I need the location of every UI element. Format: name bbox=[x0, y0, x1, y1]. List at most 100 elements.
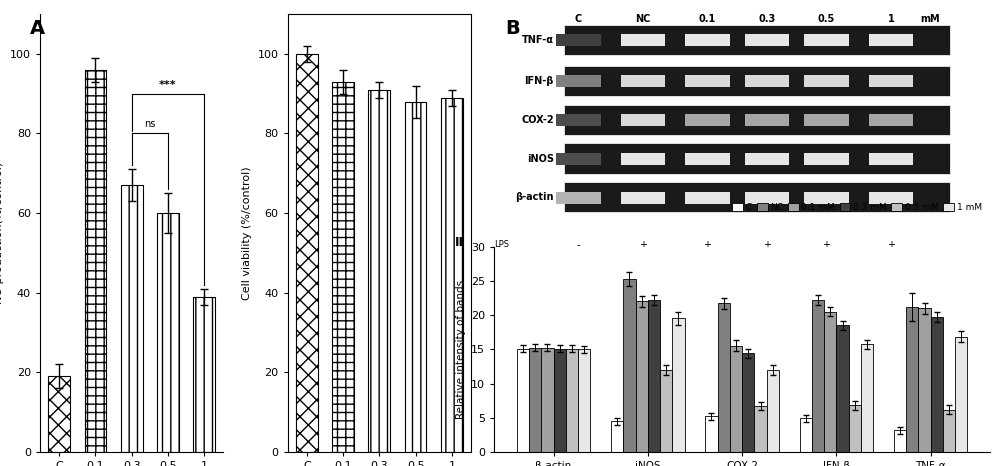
Text: β-actin: β-actin bbox=[515, 192, 554, 202]
Bar bbox=[745, 75, 789, 87]
Bar bbox=[48, 377, 70, 452]
Text: 0.5: 0.5 bbox=[818, 14, 835, 24]
Bar bbox=[742, 353, 754, 452]
Bar bbox=[705, 417, 718, 452]
Bar bbox=[804, 34, 849, 46]
Bar bbox=[564, 144, 950, 174]
Bar bbox=[157, 213, 179, 452]
Bar bbox=[718, 303, 730, 452]
Y-axis label: Cell viability (%/control): Cell viability (%/control) bbox=[242, 166, 252, 300]
Bar bbox=[685, 153, 730, 165]
Bar bbox=[804, 153, 849, 165]
Text: C: C bbox=[575, 14, 582, 24]
Bar bbox=[621, 34, 665, 46]
Bar bbox=[767, 370, 779, 452]
Bar bbox=[754, 406, 767, 452]
Bar bbox=[869, 75, 913, 87]
Bar bbox=[730, 346, 742, 452]
Bar bbox=[121, 185, 143, 452]
Bar bbox=[529, 348, 541, 452]
Text: B: B bbox=[505, 19, 520, 38]
Bar bbox=[685, 75, 730, 87]
Text: LPS
(100 ng/ml): LPS (100 ng/ml) bbox=[494, 240, 543, 260]
Bar bbox=[578, 350, 590, 452]
Bar bbox=[441, 97, 463, 452]
Bar bbox=[621, 192, 665, 204]
Bar bbox=[611, 421, 623, 452]
Bar bbox=[405, 102, 426, 452]
Bar bbox=[621, 75, 665, 87]
Bar bbox=[556, 75, 601, 87]
Bar bbox=[554, 349, 566, 452]
Bar bbox=[800, 418, 812, 452]
Bar bbox=[556, 114, 601, 126]
Bar bbox=[894, 430, 906, 452]
Bar bbox=[906, 307, 918, 452]
Bar bbox=[931, 317, 943, 452]
Bar bbox=[685, 34, 730, 46]
Bar bbox=[824, 312, 836, 452]
Bar bbox=[869, 114, 913, 126]
Text: +: + bbox=[822, 240, 830, 251]
Bar bbox=[564, 104, 950, 135]
Bar bbox=[623, 279, 636, 452]
Bar bbox=[745, 34, 789, 46]
Bar bbox=[564, 25, 950, 55]
Bar bbox=[660, 370, 672, 452]
Text: COX-2: COX-2 bbox=[521, 115, 554, 125]
Bar bbox=[869, 34, 913, 46]
Text: mM: mM bbox=[921, 14, 940, 24]
Bar bbox=[556, 34, 601, 46]
Text: I: I bbox=[514, 21, 519, 34]
Bar bbox=[804, 75, 849, 87]
Bar bbox=[556, 192, 601, 204]
Text: ns: ns bbox=[144, 119, 156, 130]
Text: iNOS: iNOS bbox=[527, 153, 554, 164]
Bar bbox=[672, 318, 685, 452]
Y-axis label: NO production(%/control): NO production(%/control) bbox=[0, 162, 4, 304]
Bar bbox=[685, 114, 730, 126]
Bar bbox=[566, 349, 578, 452]
Text: -: - bbox=[577, 240, 580, 251]
Legend: C, NC, 0.1 mM, 0.3 mM, 0.5 mM, 1 mM: C, NC, 0.1 mM, 0.3 mM, 0.5 mM, 1 mM bbox=[729, 200, 985, 216]
Bar bbox=[861, 344, 873, 452]
Bar bbox=[943, 410, 955, 452]
Bar bbox=[804, 192, 849, 204]
Text: II: II bbox=[455, 236, 464, 249]
Bar bbox=[804, 114, 849, 126]
Bar bbox=[869, 192, 913, 204]
Bar bbox=[517, 349, 529, 452]
Text: NC: NC bbox=[635, 14, 651, 24]
Bar bbox=[564, 182, 950, 212]
Bar bbox=[332, 82, 354, 452]
Bar bbox=[541, 348, 554, 452]
Text: A: A bbox=[30, 19, 45, 38]
Text: 1: 1 bbox=[887, 14, 894, 24]
Bar bbox=[85, 70, 106, 452]
Bar bbox=[812, 300, 824, 452]
Text: IFN-β: IFN-β bbox=[524, 76, 554, 86]
Bar bbox=[621, 153, 665, 165]
Bar bbox=[636, 302, 648, 452]
Bar bbox=[564, 66, 950, 96]
Bar bbox=[955, 337, 967, 452]
Bar bbox=[296, 54, 318, 452]
Text: 0.3: 0.3 bbox=[758, 14, 776, 24]
Bar bbox=[836, 325, 849, 452]
Text: TNF-α: TNF-α bbox=[522, 35, 554, 45]
Bar bbox=[849, 405, 861, 452]
Bar bbox=[745, 153, 789, 165]
Bar bbox=[745, 114, 789, 126]
Text: +: + bbox=[639, 240, 647, 251]
Bar bbox=[745, 192, 789, 204]
Bar bbox=[869, 153, 913, 165]
Bar bbox=[648, 300, 660, 452]
Bar bbox=[918, 308, 931, 452]
Bar bbox=[621, 114, 665, 126]
Bar bbox=[556, 153, 601, 165]
Bar bbox=[685, 192, 730, 204]
Text: ***: *** bbox=[159, 80, 177, 89]
Text: +: + bbox=[887, 240, 895, 251]
Y-axis label: Relative intensity of bands: Relative intensity of bands bbox=[456, 280, 466, 419]
Bar bbox=[368, 89, 390, 452]
